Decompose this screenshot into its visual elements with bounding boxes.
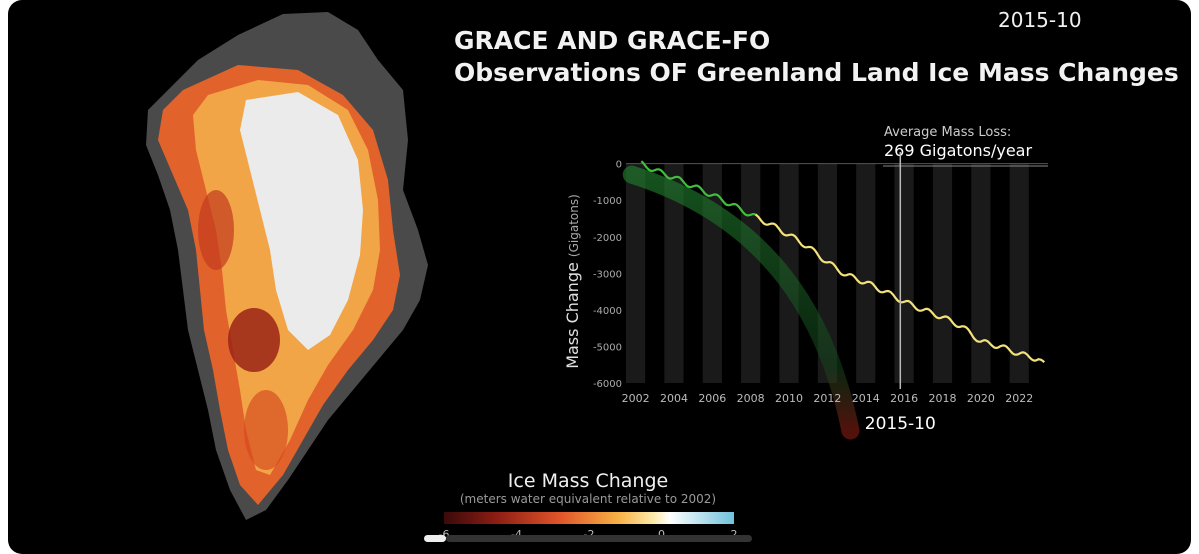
year-band (971, 163, 991, 383)
y-tick-label: -2000 (593, 233, 622, 244)
legend-tick-label: -6 (439, 528, 450, 541)
x-tick-label: 2014 (852, 392, 880, 405)
x-tick-label: 2010 (775, 392, 803, 405)
legend-tick-label: -4 (511, 528, 522, 541)
greenland-loss-south (244, 390, 288, 470)
year-band (741, 163, 761, 383)
y-tick-label: -4000 (593, 306, 622, 317)
x-tick-label: 2006 (698, 392, 726, 405)
date-readout: 2015-10 (998, 8, 1082, 32)
x-tick-label: 2008 (737, 392, 765, 405)
year-band (626, 163, 646, 383)
year-band (1009, 163, 1029, 383)
y-tick-label: -5000 (593, 342, 622, 353)
year-band (664, 163, 684, 383)
visualization-frame: 2015-10 GRACE AND GRACE-FO Observations … (8, 0, 1191, 554)
legend-color-bar (444, 512, 734, 524)
video-progress-track[interactable] (446, 535, 752, 542)
x-tick-label: 2002 (622, 392, 650, 405)
x-tick-label: 2004 (660, 392, 688, 405)
x-tick-label: 2018 (929, 392, 957, 405)
legend-tick-label: 2 (731, 528, 738, 541)
greenland-map (146, 12, 428, 520)
title-line-2: Observations OF Greenland Land Ice Mass … (454, 58, 1179, 87)
greenland-ice-interior (240, 92, 363, 350)
y-tick-label: 0 (616, 160, 622, 171)
x-tick-label: 2022 (1005, 392, 1033, 405)
greenland-loss-west (198, 190, 234, 270)
year-band (894, 163, 914, 383)
y-axis-label-main: Mass Change (563, 257, 582, 369)
series-line-early (640, 160, 757, 217)
y-axis-label: Mass Change (Gigatons) (563, 194, 582, 369)
title-line-1: GRACE AND GRACE-FO (454, 26, 771, 55)
year-band (932, 163, 953, 383)
legend-title: Ice Mass Change (507, 470, 669, 492)
legend-tick-label: -2 (584, 528, 595, 541)
fit-arc (622, 165, 860, 440)
legend-subtitle: (meters water equivalent relative to 200… (459, 492, 717, 506)
y-tick-label: -3000 (593, 269, 622, 280)
y-tick-label: -1000 (593, 196, 622, 207)
y-tick-label: -6000 (593, 379, 622, 390)
y-axis-label-unit: (Gigatons) (567, 194, 581, 257)
x-tick-label: 2016 (890, 392, 918, 405)
current-date-label: 2015-10 (865, 414, 936, 434)
annotation-line1: Average Mass Loss: (884, 125, 1011, 140)
year-band (856, 163, 876, 383)
greenland-loss-hotspot (228, 308, 280, 372)
x-tick-label: 2020 (967, 392, 995, 405)
color-legend: -6 -4 -2 0 2 (439, 512, 738, 541)
annotation-line2: 269 Gigatons/year (884, 141, 1032, 160)
legend-tick-label: 0 (658, 528, 665, 541)
video-progress-played[interactable] (424, 535, 446, 542)
x-tick-label: 2012 (813, 392, 841, 405)
